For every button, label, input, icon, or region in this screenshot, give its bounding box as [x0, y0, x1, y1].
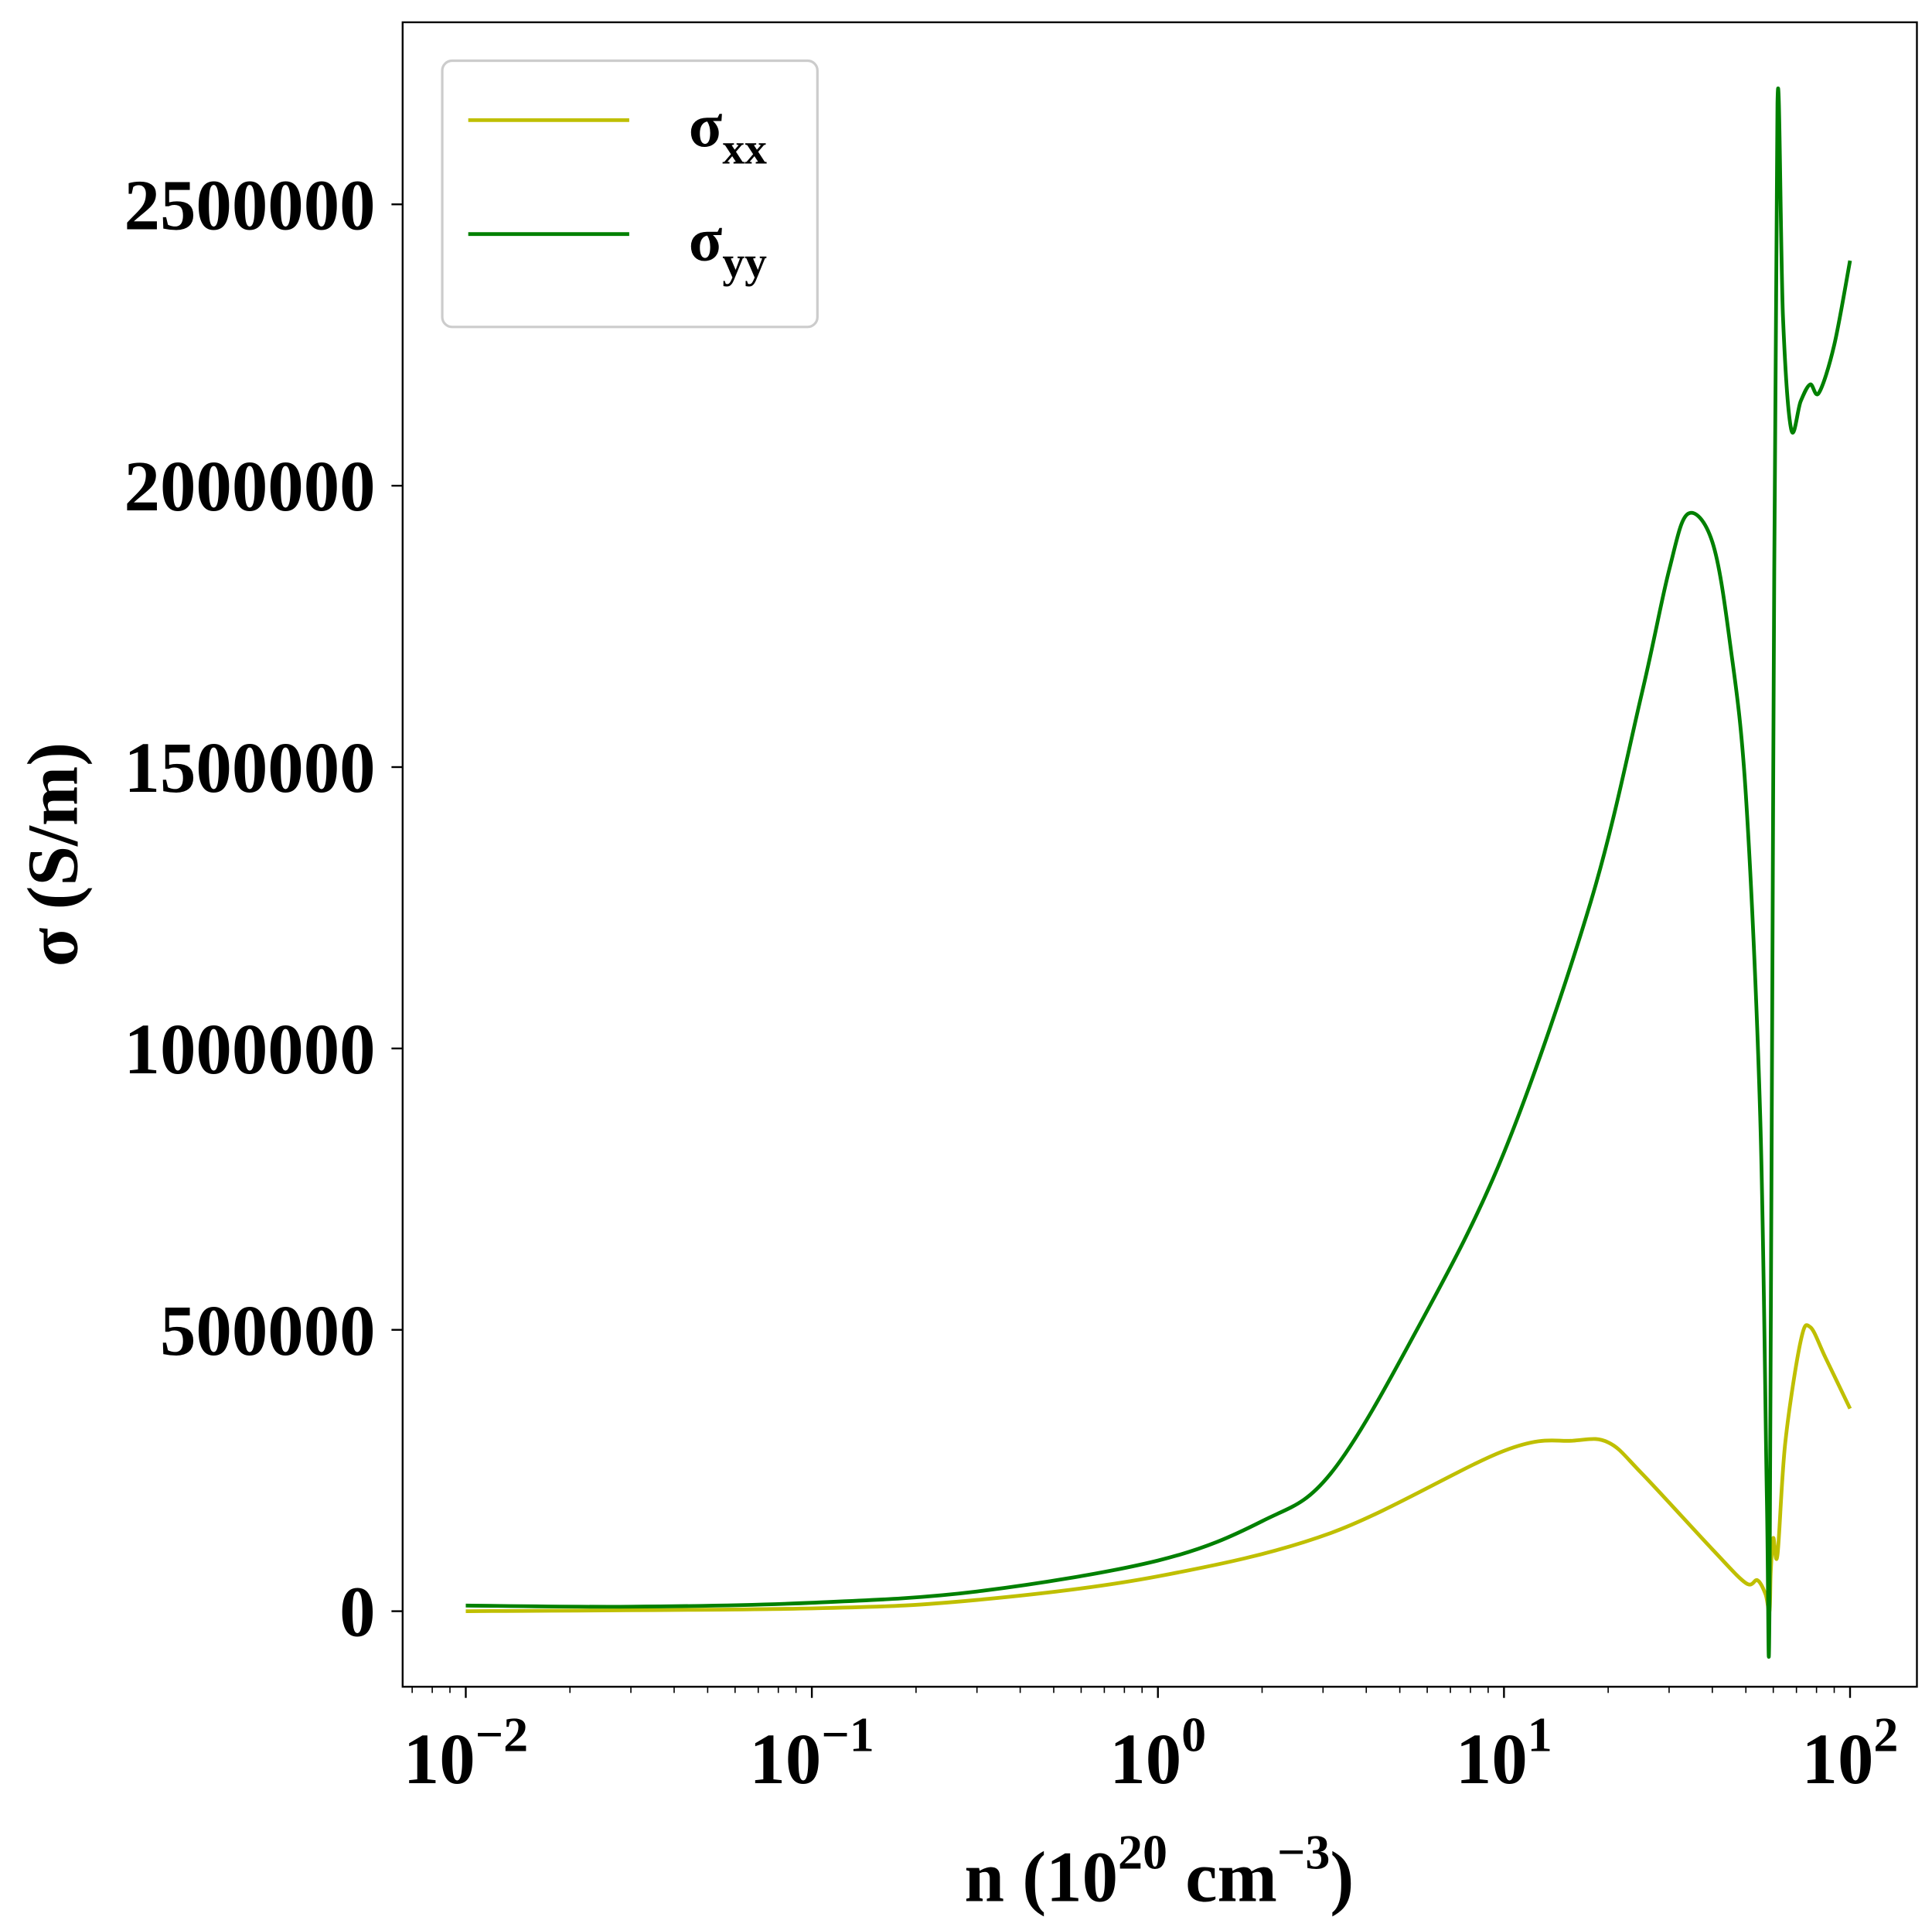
y-tick-label: 1000000 — [124, 1010, 376, 1090]
x-axis-label: n (1020 cm−3) — [964, 1825, 1354, 1918]
y-tick-label: 0 — [339, 1573, 375, 1652]
y-tick-label: 2500000 — [124, 165, 376, 245]
series-line-yy — [465, 86, 1852, 1659]
series-layer — [465, 86, 1852, 1659]
legend-label-sigma-xx: σxx — [689, 92, 767, 173]
y-tick-label: 500000 — [160, 1291, 376, 1371]
x-tick-label: 101 — [1456, 1707, 1552, 1800]
plot-frame — [401, 21, 1918, 1688]
y-tick-label: 2000000 — [124, 447, 376, 527]
y-tick-label: 1500000 — [124, 728, 376, 808]
x-tick-label: 10−1 — [749, 1707, 874, 1800]
y-axis: 0 500000 1000000 1500000 2000000 2500000 — [124, 165, 403, 1652]
x-tick-label: 10−2 — [404, 1707, 528, 1800]
x-tick-label: 102 — [1802, 1707, 1899, 1800]
x-axis: 10−2 10−1 100 101 102 — [404, 1687, 1899, 1800]
x-tick-label: 100 — [1109, 1707, 1206, 1800]
y-axis-label: σ (S/m) — [14, 742, 94, 967]
series-line-xx — [465, 1323, 1852, 1614]
legend: σxx σyy — [441, 59, 819, 329]
legend-label-sigma-yy: σyy — [689, 206, 767, 287]
